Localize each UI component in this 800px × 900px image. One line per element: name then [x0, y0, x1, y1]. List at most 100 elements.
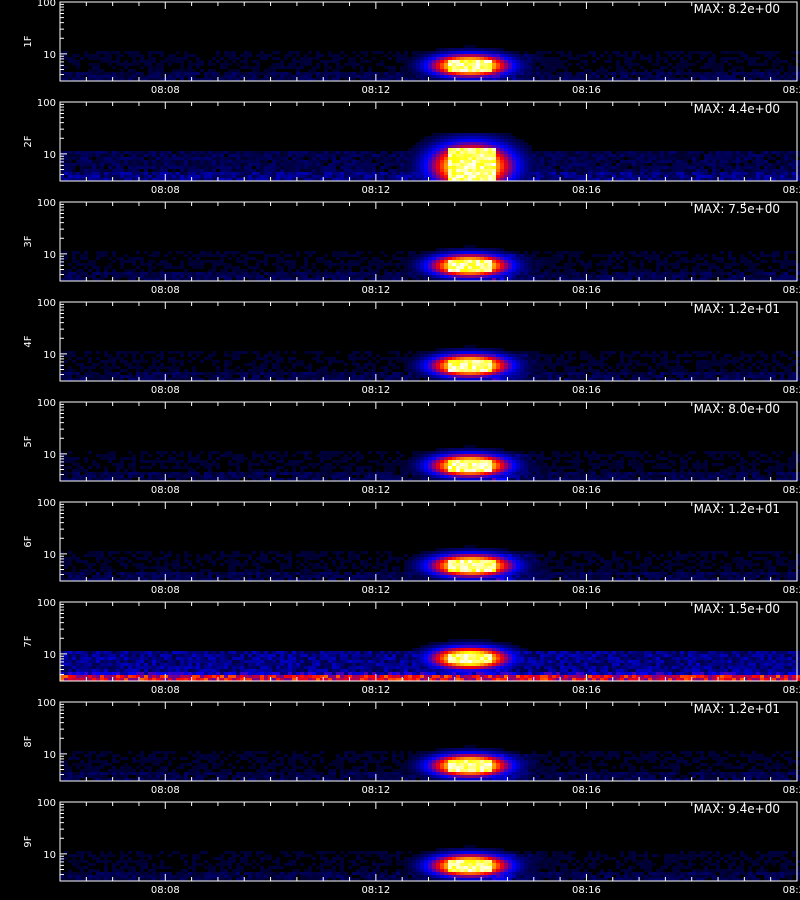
- heatmap-cell: [500, 51, 504, 54]
- heatmap-cell: [336, 278, 340, 281]
- heatmap-cell: [204, 178, 208, 181]
- heatmap-cell: [664, 66, 668, 69]
- heatmap-cell: [96, 372, 100, 375]
- heatmap-cell: [240, 72, 244, 75]
- heatmap-cell: [512, 269, 516, 272]
- heatmap-cell: [456, 257, 460, 260]
- heatmap-cell: [680, 178, 684, 181]
- heatmap-cell: [492, 169, 496, 172]
- heatmap-cell: [388, 172, 392, 175]
- heatmap-cell: [208, 278, 212, 281]
- heatmap-cell: [412, 160, 416, 163]
- heatmap-cell: [632, 272, 636, 275]
- heatmap-cell: [660, 275, 664, 278]
- heatmap-cell: [280, 266, 284, 269]
- heatmap-cell: [408, 272, 412, 275]
- heatmap-cell: [108, 54, 112, 57]
- heatmap-cell: [228, 263, 232, 266]
- heatmap-cell: [516, 139, 520, 142]
- heatmap-cell: [148, 78, 152, 81]
- heatmap-cell: [436, 178, 440, 181]
- heatmap-cell: [372, 172, 376, 175]
- heatmap-cell: [752, 272, 756, 275]
- heatmap-cell: [440, 257, 444, 260]
- heatmap-cell: [116, 154, 120, 157]
- heatmap-cell: [520, 263, 524, 266]
- heatmap-cell: [444, 248, 448, 251]
- heatmap-cell: [544, 178, 548, 181]
- heatmap-cell: [744, 172, 748, 175]
- heatmap-cell: [368, 160, 372, 163]
- heatmap-cell: [420, 260, 424, 263]
- heatmap-cell: [772, 72, 776, 75]
- heatmap-cell: [484, 175, 488, 178]
- heatmap-cell: [196, 157, 200, 160]
- heatmap-cell: [760, 275, 764, 278]
- heatmap-cell: [424, 139, 428, 142]
- heatmap-cell: [464, 272, 468, 275]
- heatmap-cell: [60, 169, 64, 172]
- heatmap-cell: [252, 178, 256, 181]
- heatmap-cell: [496, 251, 500, 254]
- heatmap-cell: [392, 157, 396, 160]
- heatmap-cell: [636, 72, 640, 75]
- heatmap-cell: [168, 178, 172, 181]
- heatmap-cell: [420, 63, 424, 66]
- heatmap-cell: [108, 178, 112, 181]
- heatmap-cell: [152, 66, 156, 69]
- heatmap-cell: [276, 178, 280, 181]
- heatmap-cell: [416, 69, 420, 72]
- heatmap-cell: [792, 175, 796, 178]
- heatmap-cell: [528, 257, 532, 260]
- heatmap-cell: [524, 69, 528, 72]
- heatmap-cell: [320, 169, 324, 172]
- heatmap-cell: [696, 178, 700, 181]
- heatmap-cell: [444, 51, 448, 54]
- heatmap-cell: [332, 272, 336, 275]
- heatmap-cell: [368, 269, 372, 272]
- heatmap-cell: [284, 169, 288, 172]
- heatmap-cell: [516, 263, 520, 266]
- heatmap-cell: [608, 78, 612, 81]
- x-tick-label: 08:08: [151, 285, 180, 296]
- heatmap-cell: [788, 269, 792, 272]
- heatmap-cell: [276, 72, 280, 75]
- heatmap-cell: [208, 175, 212, 178]
- heatmap-cell: [256, 75, 260, 78]
- heatmap-cell: [600, 154, 604, 157]
- heatmap-cell: [448, 72, 452, 75]
- heatmap-cell: [152, 266, 156, 269]
- heatmap-cell: [132, 257, 136, 260]
- heatmap-cell: [452, 172, 456, 175]
- heatmap-cell: [692, 169, 696, 172]
- heatmap-cell: [156, 72, 160, 75]
- heatmap-cell: [136, 75, 140, 78]
- heatmap-cell: [504, 266, 508, 269]
- heatmap-cell: [312, 66, 316, 69]
- heatmap-cell: [648, 60, 652, 63]
- heatmap-cell: [496, 272, 500, 275]
- heatmap-cell: [368, 275, 372, 278]
- heatmap-cell: [720, 172, 724, 175]
- heatmap-cell: [460, 66, 464, 69]
- heatmap-cell: [340, 154, 344, 157]
- heatmap-cell: [308, 178, 312, 181]
- heatmap-cell: [220, 75, 224, 78]
- heatmap-cell: [512, 266, 516, 269]
- heatmap-cell: [712, 160, 716, 163]
- heatmap-cell: [512, 260, 516, 263]
- heatmap-cell: [660, 251, 664, 254]
- heatmap-cell: [596, 172, 600, 175]
- heatmap-cell: [472, 278, 476, 281]
- heatmap-cell: [628, 72, 632, 75]
- heatmap-cell: [348, 60, 352, 63]
- heatmap-cell: [108, 360, 112, 363]
- heatmap-cell: [672, 251, 676, 254]
- heatmap-cell: [296, 251, 300, 254]
- heatmap-cell: [304, 57, 308, 60]
- heatmap-cell: [400, 172, 404, 175]
- heatmap-cell: [588, 160, 592, 163]
- heatmap-cell: [632, 275, 636, 278]
- heatmap-cell: [516, 60, 520, 63]
- heatmap-cell: [548, 69, 552, 72]
